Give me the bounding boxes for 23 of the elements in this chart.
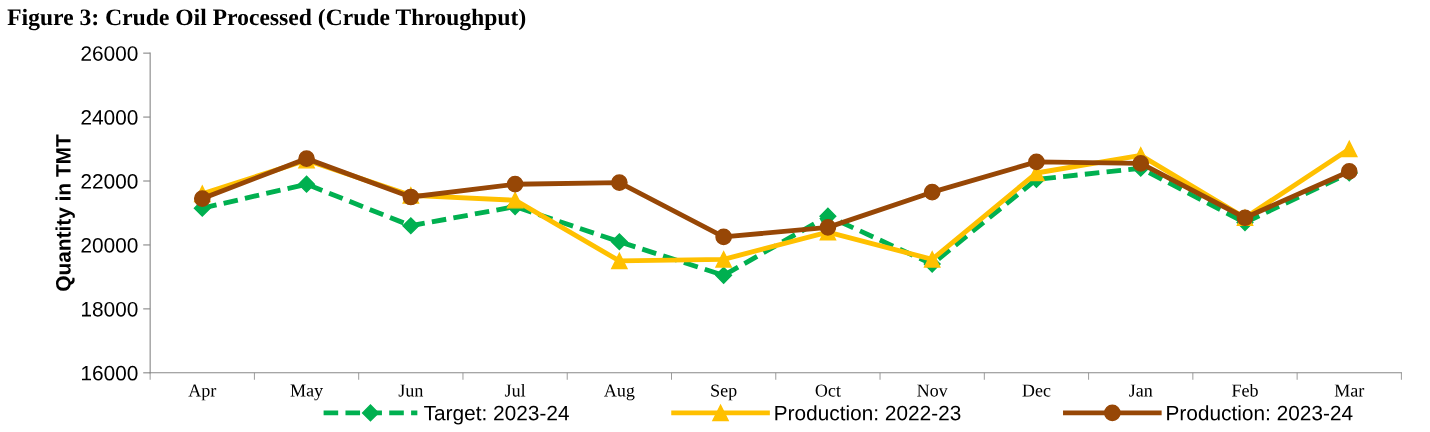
legend-label: Target: 2023-24 [424,405,569,425]
y-axis-title: Quantity in TMT [55,134,75,291]
x-tick-label: Sep [711,384,737,401]
x-tick-label: Jan [1129,384,1153,397]
x-tick-label: Jul [504,383,526,397]
x-tick-label: Nov [917,384,948,397]
y-tick-label: 22000 [81,174,138,189]
legend-label: Production: 2023-24 [1167,405,1353,421]
chart-title: Figure 3: Crude Oil Processed (Crude Throughput) [7,8,526,31]
x-tick-label: May [290,384,324,401]
x-tick-label: Aug [604,384,635,401]
y-tick-label: 16000 [82,365,138,381]
legend-label: Production: 2022-23 [775,405,961,421]
x-tick-label: Mar [1334,384,1365,397]
y-tick-label: 26000 [81,46,138,61]
x-tick-label: Dec [1022,384,1051,397]
x-tick-label: Apr [188,384,217,401]
x-tick-label: Oct [815,384,841,397]
x-tick-label: Feb [1231,383,1258,397]
x-tick-label: Jun [398,384,424,397]
y-tick-label: 20000 [81,237,138,253]
y-tick-label: 18000 [82,301,138,317]
y-tick-label: 24000 [81,110,138,125]
